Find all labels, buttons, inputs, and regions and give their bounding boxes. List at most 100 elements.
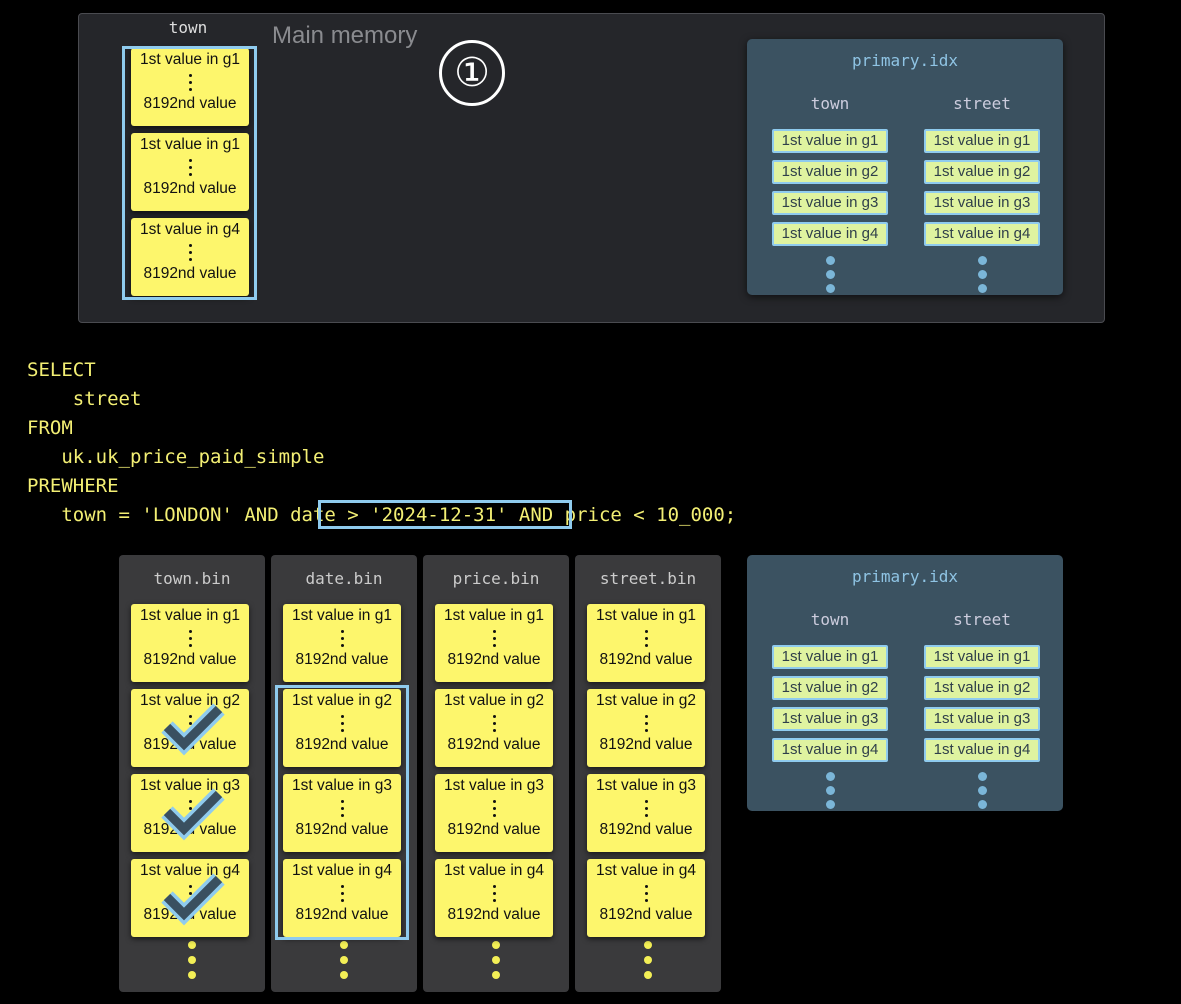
vertical-ellipsis-icon (283, 715, 401, 732)
granule: 1st value in g1 8192nd value (435, 604, 553, 682)
granule-first-value: 1st value in g2 (596, 692, 696, 709)
vertical-ellipsis-icon (283, 630, 401, 647)
primary-index-panel: primary.idx town 1st value in g1 1st value… (747, 555, 1063, 811)
granule-first-value: 1st value in g3 (140, 777, 240, 794)
granule-first-value: 1st value in g1 (292, 607, 392, 624)
granule-last-value: 8192nd value (599, 736, 693, 753)
checkmark-icon (161, 703, 225, 756)
granule: 1st value in g2 8192nd value (587, 689, 705, 767)
granule-last-value: 8192nd value (295, 651, 389, 668)
granule-first-value: 1st value in g1 (596, 607, 696, 624)
granule: 1st value in g1 8192nd value (131, 133, 249, 211)
granule-last-value: 8192nd value (447, 821, 541, 838)
bin-title: town.bin (153, 569, 231, 588)
index-column: town 1st value in g1 1st value in g2 1st va… (772, 610, 888, 814)
sql-line: town = 'LONDON' AND (27, 504, 291, 526)
granule: 1st value in g3 8192nd value (587, 774, 705, 852)
granule-last-value: 8192nd value (295, 736, 389, 753)
index-mark: 1st value in g2 (924, 160, 1040, 184)
granule-first-value: 1st value in g2 (292, 692, 392, 709)
vertical-ellipsis-icon (131, 74, 249, 91)
sql-line: street (27, 388, 142, 410)
index-column: street 1st value in g1 1st value in g2 1st … (924, 94, 1040, 298)
vertical-ellipsis-icon (435, 885, 553, 902)
index-column-header: street (953, 94, 1011, 113)
granule: 1st value in g3 8192nd value (435, 774, 553, 852)
granule-first-value: 1st value in g4 (140, 221, 240, 238)
granule-first-value: 1st value in g1 (140, 607, 240, 624)
checkmark-icon (161, 788, 225, 841)
granule: 1st value in g2 8192nd value (283, 689, 401, 767)
granule: 1st value in g4 8192nd value (435, 859, 553, 937)
index-mark: 1st value in g1 (924, 129, 1040, 153)
selected-granules-outline (275, 685, 409, 940)
vertical-ellipsis-icon (587, 630, 705, 647)
bin-title: date.bin (305, 569, 383, 588)
more-marks-ellipsis-icon (924, 256, 1040, 293)
granule-last-value: 8192nd value (143, 95, 237, 112)
index-mark: 1st value in g2 (924, 676, 1040, 700)
granule: 1st value in g4 8192nd value (131, 218, 249, 296)
granule-first-value: 1st value in g4 (292, 862, 392, 879)
granule-first-value: 1st value in g3 (292, 777, 392, 794)
index-column-header: street (953, 610, 1011, 629)
more-marks-ellipsis-icon (924, 772, 1040, 809)
vertical-ellipsis-icon (435, 630, 553, 647)
granule-last-value: 8192nd value (447, 906, 541, 923)
more-granules-ellipsis-icon (423, 941, 569, 986)
index-mark: 1st value in g4 (924, 222, 1040, 246)
vertical-ellipsis-icon (435, 800, 553, 817)
granule: 1st value in g4 8192nd value (283, 859, 401, 937)
vertical-ellipsis-icon (283, 885, 401, 902)
granule-last-value: 8192nd value (599, 821, 693, 838)
sql-line: AND price < 10_000; (507, 504, 737, 526)
index-column: town 1st value in g1 1st value in g2 1st va… (772, 94, 888, 298)
index-column-header: town (810, 94, 850, 113)
vertical-ellipsis-icon (131, 630, 249, 647)
index-mark: 1st value in g1 (924, 645, 1040, 669)
granule-first-value: 1st value in g1 (140, 51, 240, 68)
index-column: street 1st value in g1 1st value in g2 1st … (924, 610, 1040, 814)
granule-last-value: 8192nd value (599, 906, 693, 923)
main-memory-title: Main memory (272, 22, 418, 49)
vertical-ellipsis-icon (587, 885, 705, 902)
sql-query: SELECT street FROM uk.uk_price_paid_simp… (27, 356, 736, 530)
vertical-ellipsis-icon (587, 800, 705, 817)
granule-first-value: 1st value in g2 (444, 692, 544, 709)
index-mark: 1st value in g3 (772, 707, 888, 731)
granule: 1st value in g4 8192nd value (587, 859, 705, 937)
index-mark: 1st value in g4 (924, 738, 1040, 762)
granule: 1st value in g1 8192nd value (131, 604, 249, 682)
step-number-badge: ① (439, 40, 505, 106)
index-mark: 1st value in g4 (772, 738, 888, 762)
index-mark: 1st value in g2 (772, 160, 888, 184)
more-marks-ellipsis-icon (772, 772, 888, 809)
granule-first-value: 1st value in g1 (140, 136, 240, 153)
vertical-ellipsis-icon (131, 244, 249, 261)
vertical-ellipsis-icon (283, 800, 401, 817)
vertical-ellipsis-icon (131, 159, 249, 176)
granule-first-value: 1st value in g3 (444, 777, 544, 794)
more-granules-ellipsis-icon (271, 941, 417, 986)
index-title: primary.idx (852, 567, 958, 586)
granule: 1st value in g3 8192nd value (283, 774, 401, 852)
granule: 1st value in g2 8192nd value (435, 689, 553, 767)
granule-first-value: 1st value in g4 (596, 862, 696, 879)
granule-first-value: 1st value in g4 (444, 862, 544, 879)
index-mark: 1st value in g3 (924, 707, 1040, 731)
granule-last-value: 8192nd value (599, 651, 693, 668)
more-granules-ellipsis-icon (575, 941, 721, 986)
granule-last-value: 8192nd value (447, 736, 541, 753)
memory-column-label: town (168, 18, 208, 37)
index-mark: 1st value in g3 (924, 191, 1040, 215)
granule-last-value: 8192nd value (295, 906, 389, 923)
granule-first-value: 1st value in g4 (140, 862, 240, 879)
granule: 1st value in g1 8192nd value (283, 604, 401, 682)
granule-last-value: 8192nd value (295, 821, 389, 838)
more-marks-ellipsis-icon (772, 256, 888, 293)
granule: 1st value in g1 8192nd value (131, 48, 249, 126)
bin-title: price.bin (452, 569, 540, 588)
vertical-ellipsis-icon (587, 715, 705, 732)
sql-line: FROM (27, 417, 73, 439)
index-mark: 1st value in g1 (772, 129, 888, 153)
